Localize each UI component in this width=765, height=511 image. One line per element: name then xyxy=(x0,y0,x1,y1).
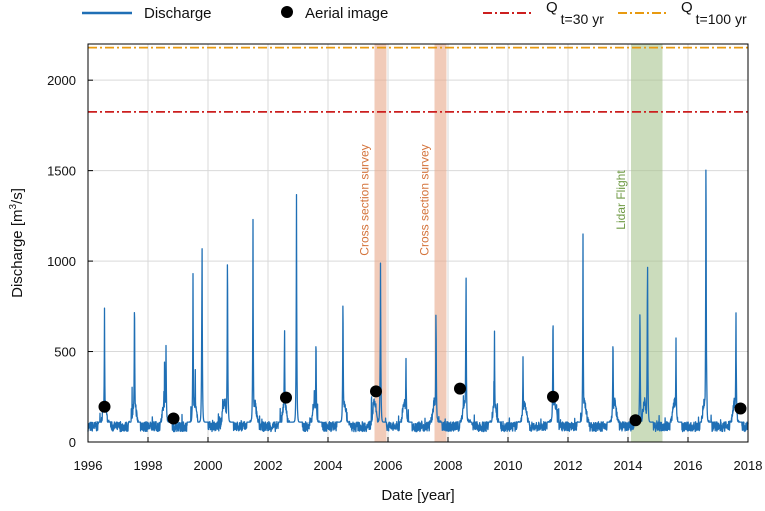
y-tick-label: 1500 xyxy=(47,164,76,179)
legend: Discharge Aerial image Qt=30 yr Qt=100 y… xyxy=(82,0,747,27)
y-axis-label-superscript: 3 xyxy=(8,204,19,210)
x-tick-label: 2010 xyxy=(494,458,523,473)
threshold-layer xyxy=(88,46,748,113)
legend-aerial-label: Aerial image xyxy=(305,5,388,22)
survey-band xyxy=(374,44,387,442)
x-tick-label: 2018 xyxy=(734,458,763,473)
aerial-image-point xyxy=(629,414,642,427)
band-layer xyxy=(374,44,663,442)
survey-band-label: Cross section survey xyxy=(358,144,372,255)
x-tick-label: 1996 xyxy=(74,458,103,473)
x-tick-label: 2004 xyxy=(314,458,343,473)
aerial-image-point xyxy=(98,400,111,413)
y-tick-label: 1000 xyxy=(47,254,76,269)
legend-q100-sub: t=100 yr xyxy=(696,11,747,27)
x-tick-label: 1998 xyxy=(134,458,163,473)
legend-q30-label: Qt=30 yr xyxy=(546,0,604,27)
y-axis-label-prefix: Discharge [m xyxy=(9,210,26,298)
x-tick-label: 2014 xyxy=(614,458,643,473)
legend-q100-main: Q xyxy=(681,0,693,16)
aerial-image-point xyxy=(370,385,382,398)
plot-frame xyxy=(87,43,749,443)
x-tick-label: 2008 xyxy=(434,458,463,473)
y-tick-label: 2000 xyxy=(47,73,76,88)
lidar-band-label: Lidar Flight xyxy=(614,170,628,230)
legend-aerial-marker xyxy=(281,6,293,18)
legend-q30-main: Q xyxy=(546,0,558,16)
x-tick-label: 2002 xyxy=(254,458,283,473)
aerial-image-points xyxy=(98,382,747,427)
aerial-image-point xyxy=(167,412,180,425)
survey-band xyxy=(434,44,447,442)
y-tick-label: 500 xyxy=(54,345,76,360)
aerial-image-point xyxy=(280,391,292,404)
legend-q30-sub: t=30 yr xyxy=(561,11,605,27)
x-tick-label: 2006 xyxy=(374,458,403,473)
x-tick-label: 2000 xyxy=(194,458,223,473)
aerial-image-point xyxy=(547,390,559,403)
aerial-image-point xyxy=(734,402,747,415)
band-label-layer: Cross section survey Cross section survey… xyxy=(358,144,629,255)
x-axis-label: Date [year] xyxy=(381,487,454,504)
x-tick-label: 2012 xyxy=(554,458,583,473)
x-tick-label: 2016 xyxy=(674,458,703,473)
tick-labels: 1996 1998 2000 2002 2004 2006 2008 2010 2012 2014… xyxy=(47,73,762,473)
aerial-image-point xyxy=(454,382,466,395)
legend-q100-label: Qt=100 yr xyxy=(681,0,747,27)
y-axis-label: Discharge [m3/s] xyxy=(8,188,26,298)
y-tick-label: 0 xyxy=(69,435,76,450)
survey-band-label: Cross section survey xyxy=(418,144,432,255)
legend-discharge-label: Discharge xyxy=(144,5,212,22)
y-axis-label-suffix: /s] xyxy=(9,188,26,204)
